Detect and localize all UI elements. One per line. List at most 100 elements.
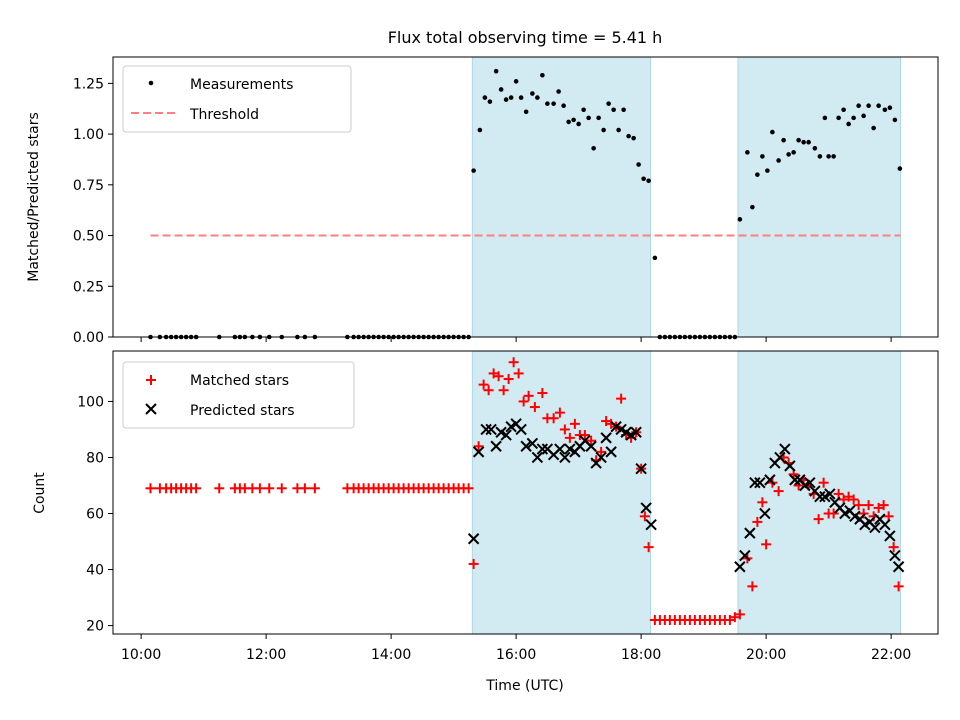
- measurement-point: [646, 178, 651, 184]
- matched-star-point: [888, 542, 899, 553]
- measurement-point: [518, 95, 524, 100]
- measurement-point: [581, 107, 586, 113]
- bottom-panel: 10:00 12:00 14:00 16:00 18:00 20:00 22:00 20 40 6…: [32, 350, 939, 694]
- matched-star-point: [734, 609, 745, 620]
- measurement-point: [776, 158, 781, 163]
- bottom-y-tick-label: 40: [86, 563, 104, 579]
- top-observing-window-1: [471, 56, 651, 338]
- top-axis-ticks: 0.00 0.25 0.50 0.75 1.00 1.25: [73, 76, 892, 346]
- matched-star-point: [752, 516, 763, 527]
- measurement-point: [652, 255, 658, 261]
- predicted-star-point: [884, 530, 896, 542]
- matched-star-point: [483, 385, 494, 396]
- measurement-point: [866, 103, 871, 108]
- predicted-star-point: [774, 451, 786, 464]
- predicted-star-point: [640, 502, 652, 514]
- measurement-point: [826, 154, 831, 159]
- legend-matched-label: Matched stars: [190, 373, 289, 389]
- measurement-point: [576, 121, 581, 127]
- measurement-point: [786, 152, 791, 157]
- predicted-star-point: [645, 519, 657, 531]
- legend-predicted-label: Predicted stars: [190, 403, 295, 419]
- measurement-point: [796, 137, 801, 143]
- matched-star-point: [518, 396, 529, 407]
- measurement-point: [471, 168, 476, 173]
- matched-star-point: [586, 435, 597, 446]
- measurement-point: [508, 95, 514, 100]
- bottom-y-axis-label: Count: [32, 472, 48, 514]
- matched-star-point: [478, 379, 489, 390]
- x-tick-label: 22:00: [871, 647, 911, 663]
- matched-star-point: [191, 483, 202, 494]
- matched-star-point: [757, 497, 768, 508]
- matched-star-point: [537, 388, 548, 399]
- measurement-point: [601, 127, 606, 133]
- matched-star-point: [616, 393, 627, 404]
- bottom-axis-ticks: 10:00 12:00 14:00 16:00 18:00 20:00 22:00 20 40 6…: [77, 394, 911, 663]
- matched-star-point: [523, 390, 534, 401]
- top-legend-box: [122, 65, 352, 133]
- predicted-star-point: [480, 423, 492, 436]
- matched-star-point: [214, 483, 225, 494]
- measurement-point: [745, 150, 750, 155]
- measurement-point: [892, 117, 898, 123]
- star-count-points: [145, 357, 905, 625]
- measurement-point: [586, 115, 591, 121]
- predicted-star-point: [467, 533, 480, 545]
- measurement-point: [616, 127, 621, 133]
- matched-star-point: [254, 483, 265, 494]
- measurement-point: [591, 146, 596, 151]
- measurement-point: [631, 135, 636, 141]
- measurement-point: [606, 101, 611, 106]
- matched-star-point: [503, 374, 514, 385]
- matched-star-point: [639, 511, 650, 522]
- predicted-star-point: [889, 549, 901, 562]
- predicted-star-point: [585, 440, 597, 452]
- bottom-legend-box: [122, 361, 355, 429]
- bottom-y-tick-label: 60: [86, 507, 104, 523]
- predicted-star-point: [759, 507, 771, 520]
- measurement-point: [556, 89, 561, 94]
- bottom-observing-window-1: [471, 350, 651, 635]
- measurement-point: [755, 172, 760, 177]
- predicted-star-point: [536, 443, 549, 455]
- measurement-point: [806, 139, 811, 145]
- x-tick-label: 18:00: [621, 647, 661, 663]
- matched-star-point: [145, 483, 156, 494]
- measurement-point: [801, 139, 806, 145]
- predicted-star-point: [869, 521, 881, 534]
- top-y-axis-label: Matched/Predicted stars: [26, 112, 42, 282]
- matched-star-point: [554, 407, 565, 418]
- measurement-point: [737, 217, 743, 222]
- predicted-star-point: [500, 429, 512, 441]
- matched-star-point: [596, 446, 607, 457]
- predicted-star-point: [515, 423, 527, 436]
- measurement-point: [513, 79, 519, 84]
- measurement-point: [831, 154, 836, 159]
- matched-star-point: [529, 402, 540, 413]
- measurement-point: [641, 176, 646, 182]
- measurement-point: [781, 137, 786, 143]
- matched-star-point: [468, 558, 479, 569]
- legend-threshold-label: Threshold: [189, 107, 259, 123]
- measurement-point: [482, 95, 488, 100]
- matched-star-point: [299, 483, 310, 494]
- x-tick-label: 16:00: [496, 647, 536, 663]
- bottom-y-tick-label: 100: [77, 394, 104, 410]
- measurement-point: [621, 107, 626, 113]
- predicted-star-point: [554, 443, 566, 455]
- matched-star-point: [463, 483, 474, 494]
- top-axes-frame: [112, 56, 939, 338]
- matched-star-point: [818, 477, 829, 488]
- matched-star-point: [579, 430, 590, 441]
- measurement-point: [841, 107, 846, 113]
- measurement-point: [817, 154, 823, 159]
- measurement-point: [851, 115, 856, 121]
- top-y-tick-label: 0.00: [73, 330, 104, 346]
- matched-star-point: [813, 514, 824, 525]
- matched-star-point: [878, 500, 889, 511]
- top-panel: 0.00 0.25 0.50 0.75 1.00 1.25 Matched/Predict…: [26, 56, 939, 346]
- predicted-star-point: [531, 451, 544, 464]
- measurement-point: [545, 101, 550, 106]
